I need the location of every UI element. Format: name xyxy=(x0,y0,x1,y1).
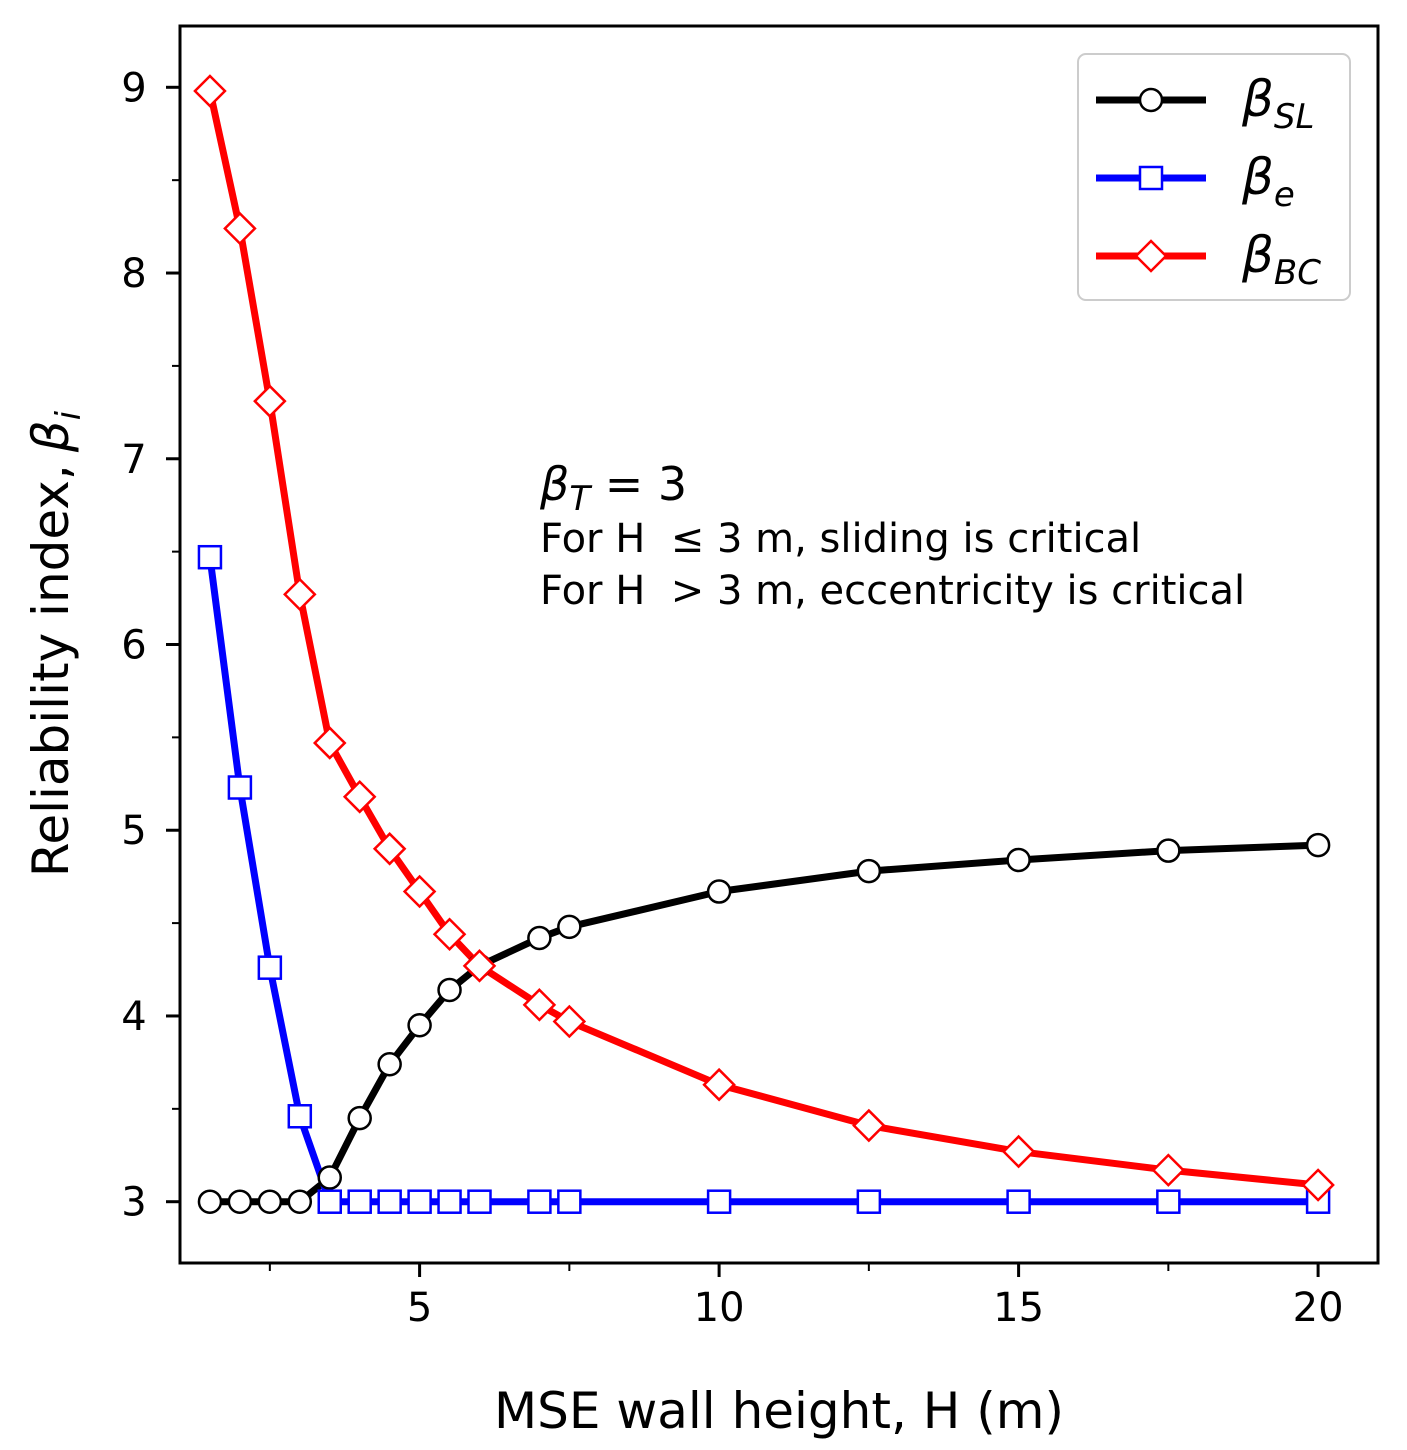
legend-marker-e xyxy=(1138,165,1164,191)
series-line-sl xyxy=(209,841,1319,1206)
data-point-e xyxy=(197,544,223,570)
y-tick-label: 5 xyxy=(121,808,146,854)
data-point-sl xyxy=(407,1013,432,1038)
data-point-sl xyxy=(1305,832,1331,858)
legend-label-bc: βBC xyxy=(1241,226,1321,293)
legend-label-sl: βSL xyxy=(1241,70,1314,137)
data-point-bc xyxy=(552,1004,587,1039)
data-point-sl xyxy=(227,1189,253,1214)
data-point-sl xyxy=(1156,838,1181,863)
data-point-e xyxy=(1156,1189,1181,1214)
series-line-e xyxy=(206,556,1319,1206)
data-point-e xyxy=(377,1189,402,1214)
annotation-target: βT = 3 xyxy=(539,457,687,519)
data-point-sl xyxy=(706,879,732,904)
data-point-bc xyxy=(1151,1153,1186,1187)
y-tick-label: 9 xyxy=(121,65,146,111)
data-point-bc xyxy=(193,74,227,108)
data-point-bc xyxy=(432,917,467,952)
data-point-bc xyxy=(1301,1168,1335,1202)
y-axis-title-sub: i xyxy=(49,410,89,420)
data-point-bc xyxy=(372,832,407,866)
data-point-e xyxy=(437,1189,462,1214)
x-tick-label: 15 xyxy=(993,1285,1044,1331)
y-tick-label: 3 xyxy=(121,1180,146,1226)
y-tick-label: 7 xyxy=(121,437,146,483)
annotation-target-sub: T xyxy=(569,479,592,519)
data-point-e xyxy=(317,1189,342,1214)
data-point-e xyxy=(467,1189,492,1214)
data-point-bc xyxy=(283,577,317,612)
data-point-e xyxy=(527,1189,552,1214)
data-point-bc xyxy=(852,1108,886,1143)
data-point-bc xyxy=(223,211,257,246)
data-point-bc xyxy=(1001,1134,1036,1169)
series-markers xyxy=(193,74,1335,1214)
data-point-bc xyxy=(312,726,347,760)
x-tick-label: 20 xyxy=(1293,1285,1344,1331)
data-point-sl xyxy=(557,914,582,940)
data-point-sl xyxy=(1006,847,1031,873)
legend: βSL βe βBC xyxy=(1077,53,1351,301)
data-point-sl xyxy=(257,1189,283,1214)
y-axis-title-text: Reliability index, xyxy=(22,464,80,877)
legend-marker-bc xyxy=(1134,239,1168,273)
y-tick-label: 6 xyxy=(121,623,146,669)
data-point-bc xyxy=(342,780,377,814)
annotation-line1: For H ≤ 3 m, sliding is critical xyxy=(540,516,1141,562)
data-point-e xyxy=(706,1189,732,1214)
data-point-e xyxy=(347,1189,372,1214)
y-axis-title: Reliability index, βi xyxy=(22,410,89,877)
data-point-e xyxy=(287,1104,313,1129)
data-point-e xyxy=(557,1189,582,1214)
data-point-bc xyxy=(462,949,497,983)
legend-marker-sl xyxy=(1138,87,1164,113)
data-point-bc xyxy=(402,874,437,909)
legend-items: βSL βe βBC xyxy=(1096,70,1321,293)
data-point-sl xyxy=(527,925,552,951)
data-point-sl xyxy=(347,1105,372,1131)
x-axis-title: MSE wall height, H (m) xyxy=(494,1382,1064,1440)
axis-ticks: 5 10 15 20 3 4 5 6 7 8 9 xyxy=(121,65,1343,1331)
data-point-e xyxy=(1006,1189,1031,1214)
annotation-line2: For H > 3 m, eccentricity is critical xyxy=(540,568,1245,614)
data-point-bc xyxy=(702,1067,736,1102)
data-point-e xyxy=(856,1189,882,1214)
data-point-sl xyxy=(437,977,462,1003)
data-point-sl xyxy=(317,1165,342,1190)
y-tick-label: 8 xyxy=(121,251,146,297)
data-point-bc xyxy=(522,988,557,1022)
data-point-e xyxy=(227,775,253,800)
data-point-sl xyxy=(197,1189,223,1214)
annotation: βT = 3 For H ≤ 3 m, sliding is critical … xyxy=(539,457,1245,614)
y-axis-title-symbol: β xyxy=(22,420,80,453)
data-point-sl xyxy=(377,1052,402,1077)
x-tick-label: 5 xyxy=(407,1285,432,1331)
annotation-target-value: = 3 xyxy=(590,457,687,511)
data-point-sl xyxy=(287,1189,313,1214)
data-point-e xyxy=(257,955,283,980)
annotation-target-symbol: β xyxy=(539,457,569,511)
data-point-sl xyxy=(856,858,882,884)
data-point-bc xyxy=(253,384,287,418)
y-tick-label: 4 xyxy=(121,994,146,1040)
data-point-e xyxy=(407,1189,432,1214)
legend-box xyxy=(1077,53,1351,301)
x-tick-label: 10 xyxy=(694,1285,745,1331)
legend-label-e: βe xyxy=(1241,148,1295,215)
